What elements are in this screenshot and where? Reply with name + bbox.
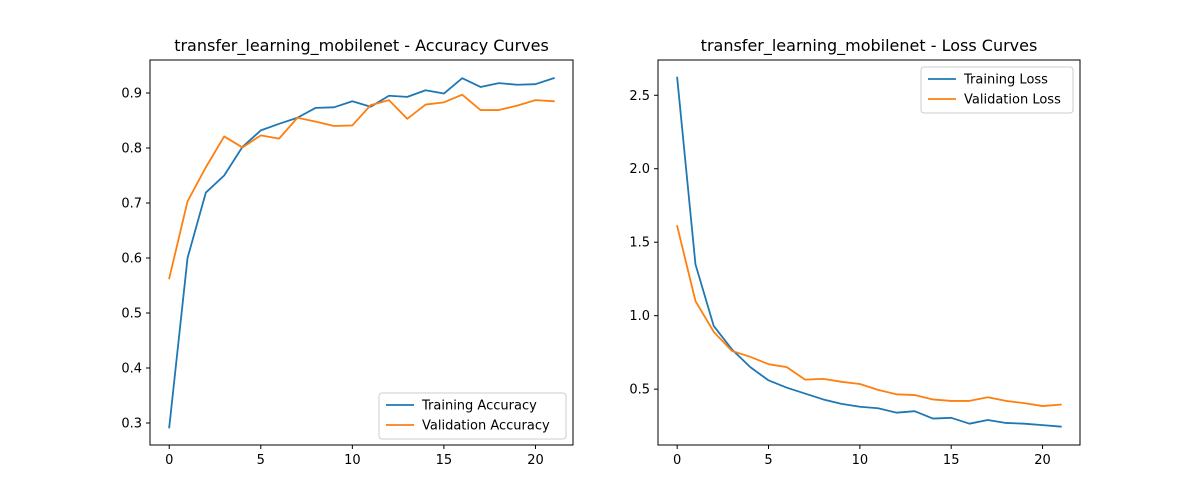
series-line-training-loss xyxy=(676,76,1062,428)
axes-frame xyxy=(657,59,1081,446)
x-tick-label: 10 xyxy=(344,453,361,468)
y-tick-label: 0.3 xyxy=(121,417,142,432)
legend: Training Accuracy Validation Accuracy xyxy=(378,392,567,440)
accuracy-chart: transfer_learning_mobilenet - Accuracy C… xyxy=(121,36,574,468)
y-tick-label: 0.8 xyxy=(121,142,142,157)
chart-title: transfer_learning_mobilenet - Loss Curve… xyxy=(701,36,1038,56)
chart-title: transfer_learning_mobilenet - Accuracy C… xyxy=(174,36,549,56)
y-tick-label: 0.7 xyxy=(121,197,142,212)
axes-frame xyxy=(149,59,574,446)
y-tick-label: 0.5 xyxy=(121,307,142,322)
x-tick-label: 15 xyxy=(943,453,960,468)
x-tick-label: 5 xyxy=(257,453,265,468)
legend-box xyxy=(378,392,567,440)
y-tick-label: 2.0 xyxy=(629,162,650,177)
x-tick-label: 10 xyxy=(852,453,869,468)
x-tick-label: 20 xyxy=(527,453,544,468)
y-tick-label: 2.5 xyxy=(629,89,650,104)
series-line-validation-loss xyxy=(676,224,1062,407)
x-tick-label: 0 xyxy=(673,453,681,468)
x-tick-label: 15 xyxy=(436,453,453,468)
y-tick-label: 1.5 xyxy=(629,236,650,251)
legend-label: Validation Loss xyxy=(964,93,1061,108)
loss-chart: transfer_learning_mobilenet - Loss Curve… xyxy=(629,36,1081,468)
y-tick-label: 0.5 xyxy=(629,383,650,398)
y-tick-label: 0.9 xyxy=(121,87,142,102)
series-line-validation-accuracy xyxy=(168,93,555,280)
x-tick-label: 0 xyxy=(165,453,173,468)
series-line-training-accuracy xyxy=(168,77,555,429)
y-tick-label: 0.6 xyxy=(121,252,142,267)
legend-box xyxy=(920,66,1074,114)
y-tick-label: 1.0 xyxy=(629,309,650,324)
y-tick-label: 0.4 xyxy=(121,362,142,377)
x-tick-label: 20 xyxy=(1034,453,1051,468)
legend-label: Training Accuracy xyxy=(421,399,537,414)
legend-label: Validation Accuracy xyxy=(422,419,550,434)
x-tick-label: 5 xyxy=(764,453,772,468)
legend: Training Loss Validation Loss xyxy=(920,66,1074,114)
legend-label: Training Loss xyxy=(963,73,1048,88)
